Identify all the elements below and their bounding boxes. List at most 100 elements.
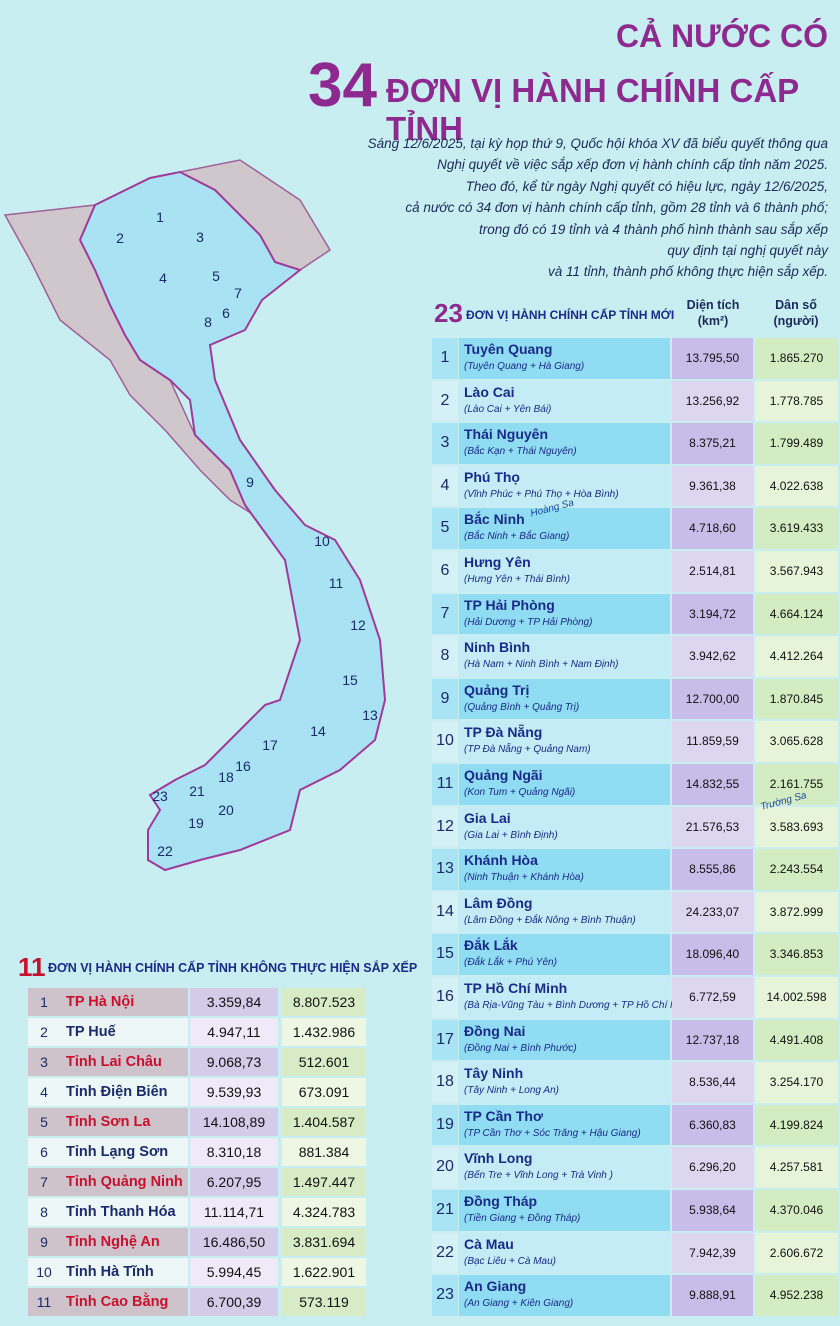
row-index: 7 [432,593,458,635]
unit-name: Tuyên Quang [464,341,553,357]
population: 673.091 [282,1078,366,1106]
map-label: 11 [329,575,344,591]
unit-name: Tỉnh Điện Biên [60,1078,188,1106]
name-cell: Vĩnh Long (Bến Tre + Vĩnh Long + Trà Vinh… [459,1147,670,1188]
merged-units: (Lâm Đồng + Đắk Nông + Bình Thuận) [464,914,636,926]
unit-name: Tỉnh Thanh Hóa [60,1198,188,1226]
map-label: 22 [157,843,173,859]
population: 3.831.694 [282,1228,366,1256]
population: 3.567.943 [755,551,838,592]
population: 4.257.581 [755,1147,838,1188]
area: 13.256,92 [672,380,753,422]
area: 12.737,18 [672,1019,753,1061]
name-cell: Lào Cai (Lào Cai + Yên Bái) [459,380,670,422]
map-label: 18 [218,769,234,785]
unit-name: Ninh Bình [464,639,531,656]
column-header: (người) [773,314,819,328]
map-label: 23 [152,788,168,804]
area: 6.772,59 [672,977,753,1018]
unit-name: TP Hà Nội [60,988,188,1016]
name-cell: Đồng Tháp (Tiền Giang + Đồng Tháp) [459,1190,670,1231]
population: 1.778.785 [755,380,838,422]
area: 4.947,11 [190,1018,278,1046]
area: 7.942,39 [672,1232,753,1274]
name-cell: TP Hồ Chí Minh (Bà Rịa-Vũng Tàu + Bình Dư… [459,977,695,1018]
name-cell: Bắc Ninh (Bắc Ninh + Bắc Giang) [459,508,670,549]
merged-units: (Kon Tum + Quảng Ngãi) [464,787,576,798]
population: 2.606.672 [755,1232,838,1274]
population: 3.065.628 [755,721,838,762]
row-index: 13 [432,849,458,890]
area: 6.360,83 [672,1104,753,1146]
area: 6.207,95 [190,1168,278,1196]
area: 16.486,50 [190,1228,278,1256]
population: 4.199.824 [755,1104,838,1146]
area: 11.859,59 [672,721,753,762]
row-index: 1 [432,338,458,379]
population: 1.799.489 [755,423,838,464]
column-header: Dân số [775,298,817,312]
table-count: 23 [434,298,463,328]
unit-name: TP Hải Phòng [464,596,555,613]
area: 5.938,64 [672,1190,753,1231]
name-cell: Tây Ninh (Tây Ninh + Long An) [459,1062,670,1103]
merged-units: (Lào Cai + Yên Bái) [464,403,552,415]
row-index: 10 [432,721,458,762]
row-index: 12 [432,806,458,848]
row-index: 8 [432,636,458,677]
merged-units: (Gia Lai + Bình Định) [464,829,558,841]
row-index: 20 [432,1147,458,1188]
area: 3.194,72 [672,593,753,635]
population: 512.601 [282,1048,366,1076]
row-index: 11 [28,1288,60,1316]
population: 8.807.523 [282,988,366,1016]
map-label: 19 [188,815,204,831]
map-label: 5 [212,268,220,284]
row-index: 4 [432,465,458,507]
vietnam-land [78,170,387,872]
area: 11.114,71 [190,1198,278,1226]
name-cell: An Giang (An Giang + Kiên Giang) [459,1275,670,1316]
population: 1.870.845 [755,678,838,720]
area: 24.233,07 [672,891,753,933]
merged-units: (Hưng Yên + Thái Bình) [464,574,570,585]
map-label: 12 [350,617,366,633]
column-header: (km²) [697,314,729,328]
unit-name: Quảng Ngãi [464,767,543,783]
area: 8.536,44 [672,1062,753,1103]
map-label: 4 [159,270,167,286]
row-index: 22 [432,1232,458,1274]
map-label: 7 [234,285,242,301]
merged-units: (Đồng Nai + Bình Phước) [464,1042,577,1054]
population: 1.497.447 [282,1168,366,1196]
row-index: 3 [28,1048,60,1076]
map-label: 9 [246,474,254,490]
intro-line: Theo đó, kể từ ngày Nghị quyết có hiệu l… [465,178,828,194]
name-cell: Quảng Trị (Quảng Bình + Quảng Trị) [459,678,670,720]
map-label: 2 [116,230,124,246]
area: 14.108,89 [190,1108,278,1136]
population: 3.619.433 [755,508,838,549]
unit-name: Hưng Yên [464,554,531,570]
map-label: 6 [222,305,230,321]
unit-name: Tỉnh Cao Bằng [60,1288,188,1316]
merged-units: (TP Cần Thơ + Sóc Trăng + Hậu Giang) [464,1127,641,1139]
unit-name: Quảng Trị [464,681,530,698]
area: 9.539,93 [190,1078,278,1106]
map-label: 14 [310,723,326,739]
population: 4.022.638 [755,465,838,507]
map-label: 20 [218,802,234,818]
area: 3.942,62 [672,636,753,677]
name-cell: Đắk Lắk (Đắk Lắk + Phú Yên) [459,934,670,975]
merged-units: (Tiền Giang + Đồng Tháp) [464,1213,581,1224]
area: 6.296,20 [672,1147,753,1188]
unit-name: TP Huế [60,1018,188,1046]
population: 4.491.408 [755,1019,838,1061]
unit-name: Khánh Hòa [464,852,538,869]
unit-name: Tỉnh Hà Tĩnh [60,1258,188,1286]
intro-line: cả nước có 34 đơn vị hành chính cấp tỉnh… [405,200,828,216]
population: 1.622.901 [282,1258,366,1286]
merged-units: (Đắk Lắk + Phú Yên) [464,957,557,969]
intro: Sáng 12/6/2025, tại kỳ họp thứ 9, Quốc h… [268,133,828,283]
